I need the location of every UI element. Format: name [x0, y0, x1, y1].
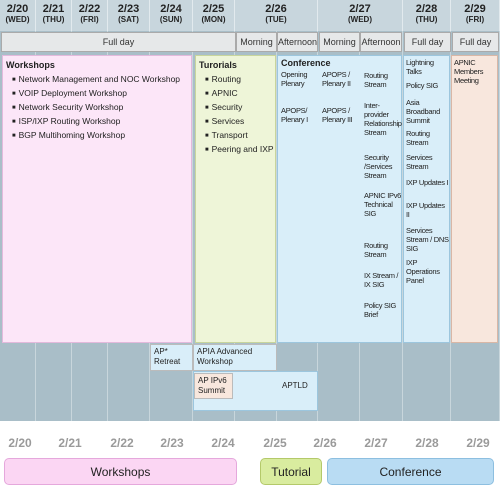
legend-date: 2/27 — [364, 436, 388, 450]
event-label: APTLD — [282, 381, 308, 390]
event-block: AP IPv6 Summit — [194, 373, 233, 399]
conference-session: APOPS / Plenary III — [322, 106, 353, 124]
members-meeting-block: APNIC Members Meeting — [451, 55, 498, 343]
session-label: Afternoon — [360, 32, 402, 52]
session-label: Afternoon — [277, 32, 318, 52]
conference-session: APOPS/ Plenary I — [281, 106, 308, 124]
legend-date: 2/20 — [8, 436, 32, 450]
weekday: (FRI) — [80, 15, 99, 24]
conference-session: Services Stream / DNS SIG — [406, 226, 449, 253]
tutorials-block: Turorials RoutingAPNICSecurityServicesTra… — [195, 55, 276, 343]
day-header: 2/28 (THU) — [403, 0, 451, 31]
conference-session: Inter-provider Relationship Stream — [364, 101, 402, 137]
day-header: 2/22 (FRI) — [72, 0, 108, 31]
weekday: (FRI) — [465, 15, 485, 24]
conference-session: APNIC IPv6 Technical SIG — [364, 191, 402, 218]
block-title: Turorials — [199, 60, 237, 70]
conference-session: Policy SIG Brief — [364, 301, 397, 319]
legend-date: 2/26 — [313, 436, 337, 450]
date: 2/24 — [160, 3, 182, 15]
conference-session: Asia Broadband Summit — [406, 98, 440, 125]
legend-item: Workshops — [4, 458, 237, 485]
workshop-item: VOIP Deployment Workshop — [6, 86, 127, 101]
weekday: (THU) — [42, 15, 65, 24]
day-header: 2/20 (WED) — [0, 0, 36, 31]
workshop-item: ISP/IXP Routing Workshop — [6, 114, 121, 129]
conference-session: APOPS / Plenary II — [322, 70, 351, 88]
date: 2/27 — [349, 3, 371, 15]
day-header: 2/26 (TUE) — [235, 0, 318, 31]
conference-session: Policy SIG — [406, 81, 439, 90]
conference-block: Lightning Talks Policy SIG Asia Broadband … — [403, 55, 450, 343]
workshop-item: Network Management and NOC Workshop — [6, 72, 180, 87]
conference-session: Routing Stream — [364, 71, 388, 89]
day-header: 2/23 (SAT) — [108, 0, 150, 31]
date: 2/29 — [464, 3, 486, 15]
tutorial-item: Routing — [199, 72, 241, 87]
conference-session: IXP Updates I — [406, 178, 449, 187]
date: 2/23 — [117, 3, 140, 15]
conference-session: Services Stream — [406, 153, 433, 171]
session-label: Full day — [404, 32, 451, 52]
workshop-item: BGP Multihoming Workshop — [6, 128, 125, 143]
session-label: Full day — [1, 32, 236, 52]
event-label: APNIC Members Meeting — [454, 58, 484, 85]
weekday: (SAT) — [118, 15, 139, 24]
date: 2/26 — [265, 3, 287, 15]
day-header: 2/27 (WED) — [318, 0, 403, 31]
date: 2/25 — [202, 3, 225, 15]
session-label: Full day — [452, 32, 499, 52]
tutorial-item: Services — [199, 114, 245, 129]
legend-date: 2/23 — [160, 436, 184, 450]
legend-date: 2/24 — [211, 436, 235, 450]
weekday: (MON) — [201, 15, 226, 24]
conference-session: Lightning Talks — [406, 58, 434, 76]
weekday: (WED) — [348, 15, 372, 24]
workshop-item: Network Security Workshop — [6, 100, 124, 115]
conference-session: Routing Stream — [364, 241, 388, 259]
session-label: Morning — [319, 32, 360, 52]
block-title: Conference — [281, 58, 331, 68]
date: 2/22 — [78, 3, 101, 15]
weekday: (SUN) — [159, 15, 183, 24]
conference-session: Security /Services Stream — [364, 153, 393, 180]
date: 2/20 — [6, 3, 29, 15]
day-header: 2/24 (SUN) — [150, 0, 193, 31]
event-block: APIA Advanced Workshop — [193, 344, 277, 371]
tutorial-item: Security — [199, 100, 243, 115]
conference-block: Conference Opening Plenary APOPS/ Plenary … — [277, 55, 402, 343]
tutorial-item: Transport — [199, 128, 248, 143]
conference-session: Routing Stream — [406, 129, 430, 147]
day-header: 2/21 (THU) — [36, 0, 72, 31]
session-label: Morning — [236, 32, 277, 52]
weekday: (WED) — [5, 15, 30, 24]
day-header: 2/25 (MON) — [193, 0, 235, 31]
weekday: (TUE) — [265, 15, 287, 24]
event-block: AP* Retreat — [150, 344, 193, 371]
legend-date: 2/25 — [263, 436, 287, 450]
tutorial-item: APNIC — [199, 86, 238, 101]
legend-date: 2/29 — [466, 436, 490, 450]
date: 2/21 — [42, 3, 65, 15]
conference-session: IXP Operations Panel — [406, 258, 440, 285]
tutorial-item: Peering and IXP — [199, 142, 274, 157]
conference-session: IX Stream / IX SIG — [364, 271, 399, 289]
legend-date: 2/28 — [415, 436, 439, 450]
date: 2/28 — [415, 3, 438, 15]
legend-item: Tutorial — [260, 458, 322, 485]
legend-date: 2/22 — [110, 436, 134, 450]
legend-date: 2/21 — [58, 436, 82, 450]
legend-item: Conference — [327, 458, 494, 485]
weekday: (THU) — [415, 15, 438, 24]
conference-session: Opening Plenary — [281, 70, 308, 88]
workshops-block: Workshops Network Management and NOC Work… — [2, 55, 192, 343]
day-header: 2/29 (FRI) — [451, 0, 500, 31]
conference-session: IXP Updates II — [406, 201, 445, 219]
block-title: Workshops — [6, 60, 55, 70]
